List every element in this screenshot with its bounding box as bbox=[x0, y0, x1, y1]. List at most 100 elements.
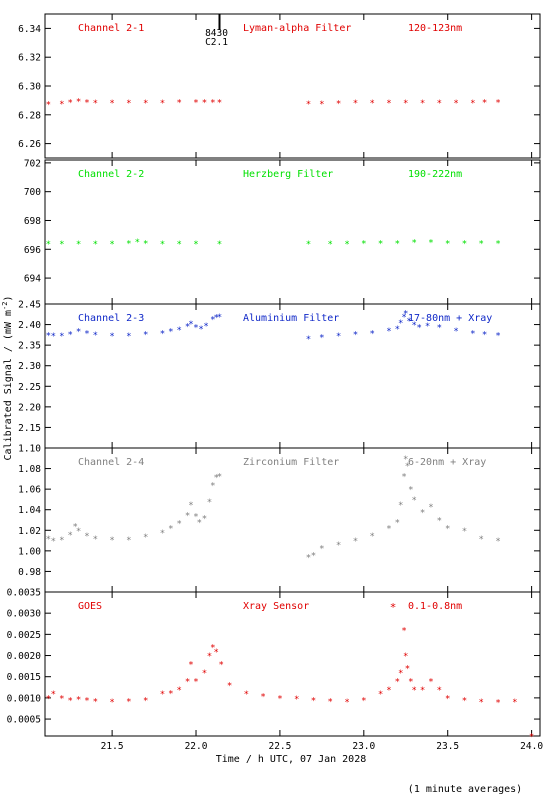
data-point: * bbox=[378, 690, 383, 700]
data-point: * bbox=[336, 99, 341, 109]
channel-label: Channel 2-4 bbox=[78, 457, 144, 468]
data-point: * bbox=[403, 652, 408, 662]
data-point: * bbox=[143, 533, 148, 543]
data-point: * bbox=[177, 326, 182, 336]
data-point: * bbox=[168, 689, 173, 699]
data-point: * bbox=[401, 627, 406, 637]
data-point: * bbox=[470, 99, 475, 109]
y-tick-label: 0.0015 bbox=[7, 672, 41, 683]
data-point: * bbox=[126, 536, 131, 546]
data-point: * bbox=[93, 535, 98, 545]
data-point: * bbox=[207, 652, 212, 662]
data-point: * bbox=[361, 239, 366, 249]
y-tick-label: 1.10 bbox=[18, 444, 41, 455]
data-point: * bbox=[395, 239, 400, 249]
y-tick-label: 2.45 bbox=[18, 300, 41, 311]
data-point: * bbox=[386, 99, 391, 109]
data-point: * bbox=[328, 240, 333, 250]
data-point: * bbox=[406, 317, 411, 327]
panel-4: 0.98 1.00 1.02 1.04 1.06 1.08 1.10 Channel 2-4 Z… bbox=[18, 444, 541, 593]
filter-label: Zirconium Filter bbox=[243, 457, 339, 468]
data-point: * bbox=[260, 692, 265, 702]
data-point: * bbox=[445, 525, 450, 535]
data-point: * bbox=[479, 535, 484, 545]
data-point: * bbox=[210, 482, 215, 492]
channel-label: Channel 2-2 bbox=[78, 169, 144, 180]
data-point: * bbox=[479, 698, 484, 708]
panels-group: 6.26 6.28 6.30 6.32 6.34 Channel 2-1 Lyman-alp… bbox=[7, 13, 541, 743]
data-point: * bbox=[420, 99, 425, 109]
band-symbol: * bbox=[390, 601, 397, 614]
data-point: * bbox=[482, 331, 487, 341]
data-point: * bbox=[185, 677, 190, 687]
data-point: * bbox=[188, 661, 193, 671]
y-tick-label: 702 bbox=[24, 158, 41, 169]
data-point: * bbox=[428, 503, 433, 513]
y-axis-label-exponent: -2 bbox=[1, 302, 9, 310]
data-point: * bbox=[453, 327, 458, 337]
data-point: * bbox=[403, 99, 408, 109]
y-tick-label: 0.0030 bbox=[7, 609, 42, 620]
data-point: * bbox=[143, 239, 148, 249]
y-axis-label-main: Calibrated Signal / (mW m bbox=[3, 310, 14, 461]
y-tick-label: 1.06 bbox=[18, 485, 41, 496]
data-point: * bbox=[227, 682, 232, 692]
panel-2: 694 696 698 700 702 Channel 2-2 Herzberg Filte… bbox=[24, 158, 541, 305]
panel-frame bbox=[44, 13, 541, 159]
data-point: * bbox=[411, 496, 416, 506]
panel-5: 0.0005 0.0010 0.0015 0.0020 0.0025 0.0030 0.00… bbox=[7, 588, 541, 743]
data-point: * bbox=[59, 240, 64, 250]
y-tick-label: 1.04 bbox=[18, 505, 41, 516]
y-tick-label: 6.26 bbox=[18, 139, 41, 150]
data-point: * bbox=[398, 501, 403, 511]
data-point: * bbox=[428, 677, 433, 687]
data-point: * bbox=[453, 99, 458, 109]
data-point: * bbox=[188, 501, 193, 511]
data-point: * bbox=[210, 644, 215, 654]
data-point: * bbox=[143, 99, 148, 109]
data-point: * bbox=[425, 322, 430, 332]
y-tick-label: 0.0020 bbox=[7, 651, 42, 662]
data-point: * bbox=[59, 536, 64, 546]
data-point: * bbox=[277, 694, 282, 704]
x-axis-label: Time / h UTC, 07 Jan 2028 bbox=[216, 754, 367, 765]
data-point: * bbox=[416, 324, 421, 334]
data-point: * bbox=[93, 240, 98, 250]
data-point: * bbox=[177, 520, 182, 530]
data-point: * bbox=[198, 325, 203, 335]
x-tick-label: 24.0 bbox=[520, 741, 543, 752]
data-point: * bbox=[46, 240, 51, 250]
data-point: * bbox=[353, 99, 358, 109]
data-point: * bbox=[193, 512, 198, 522]
data-point: * bbox=[202, 98, 207, 108]
data-point: * bbox=[369, 99, 374, 109]
data-point: * bbox=[126, 332, 131, 342]
data-point: * bbox=[46, 694, 51, 704]
band-label: 17-80nm + Xray bbox=[408, 313, 492, 324]
x-tick-label: 21.5 bbox=[101, 741, 124, 752]
data-point: * bbox=[294, 695, 299, 705]
data-point: * bbox=[306, 554, 311, 564]
data-point: * bbox=[46, 331, 51, 341]
data-point: * bbox=[109, 332, 114, 342]
data-point: * bbox=[59, 694, 64, 704]
data-point: * bbox=[193, 240, 198, 250]
data-point: * bbox=[217, 240, 222, 250]
data-point: * bbox=[437, 686, 442, 696]
data-point: * bbox=[386, 525, 391, 535]
data-point: * bbox=[529, 733, 534, 743]
data-point: * bbox=[495, 239, 500, 249]
data-point: * bbox=[319, 544, 324, 554]
data-point: * bbox=[177, 240, 182, 250]
data-point: * bbox=[51, 690, 56, 700]
data-point: * bbox=[369, 329, 374, 339]
data-point: * bbox=[126, 99, 131, 109]
data-point: * bbox=[495, 331, 500, 341]
data-point: * bbox=[353, 331, 358, 341]
data-point: * bbox=[411, 686, 416, 696]
data-point: * bbox=[479, 239, 484, 249]
filter-label: Herzberg Filter bbox=[243, 169, 333, 180]
data-point: * bbox=[51, 332, 56, 342]
panel-frame bbox=[44, 303, 541, 449]
y-tick-label: 698 bbox=[24, 216, 41, 227]
